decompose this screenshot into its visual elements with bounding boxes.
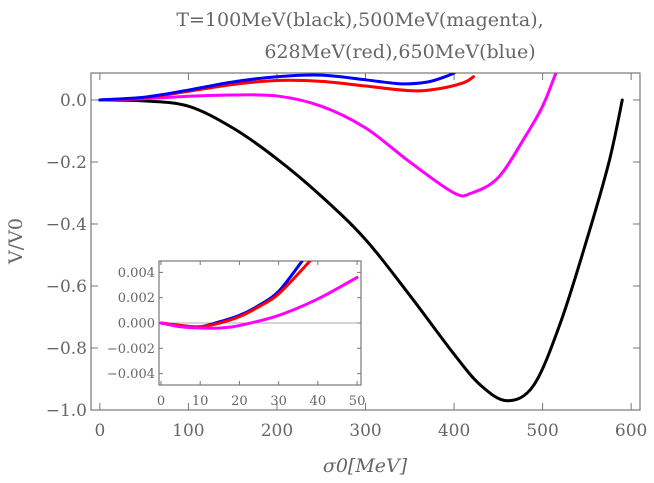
main-series-line-1	[98, 73, 558, 198]
main-series-line-0	[98, 98, 624, 403]
inset-x-tick-label: 10	[192, 394, 209, 409]
chart-title-line2: 628MeV(red),650MeV(blue)	[264, 41, 535, 63]
inset-y-tick-label: −0.002	[107, 342, 155, 357]
main-x-tick-label: 300	[349, 421, 381, 441]
main-y-tick-label: −1.0	[46, 401, 87, 421]
inset-y-tick-label: −0.004	[107, 367, 155, 382]
main-y-tick-label: −0.8	[46, 339, 87, 359]
main-y-tick-label: 0.0	[60, 91, 87, 111]
x-axis-label: σ0[MeV]	[323, 455, 408, 477]
inset-x-tick-label: 40	[310, 394, 327, 409]
main-x-tick-label: 0	[94, 421, 105, 441]
inset-x-tick-label: 30	[270, 394, 287, 409]
inset-x-tick-label: 0	[157, 394, 165, 409]
main-x-tick-label: 500	[526, 421, 558, 441]
main-x-tick-label: 600	[615, 421, 647, 441]
main-x-tick-label: 100	[172, 421, 204, 441]
inset-x-tick-label: 50	[349, 394, 366, 409]
main-x-tick-label: 200	[261, 421, 293, 441]
main-y-tick-label: −0.2	[46, 153, 87, 173]
y-axis-label: V/V0	[5, 218, 27, 265]
main-series-line-3	[98, 73, 456, 102]
chart-title-line1: T=100MeV(black),500MeV(magenta),	[176, 9, 543, 31]
main-y-tick-label: −0.6	[46, 277, 87, 297]
inset-y-tick-label: 0.000	[118, 317, 155, 332]
main-y-tick-label: −0.4	[46, 215, 87, 235]
inset-x-tick-label: 20	[231, 394, 248, 409]
inset-y-tick-label: 0.002	[118, 291, 155, 306]
main-x-tick-label: 400	[438, 421, 470, 441]
inset-series-line-2	[159, 275, 359, 330]
inset-y-tick-label: 0.004	[118, 266, 155, 281]
